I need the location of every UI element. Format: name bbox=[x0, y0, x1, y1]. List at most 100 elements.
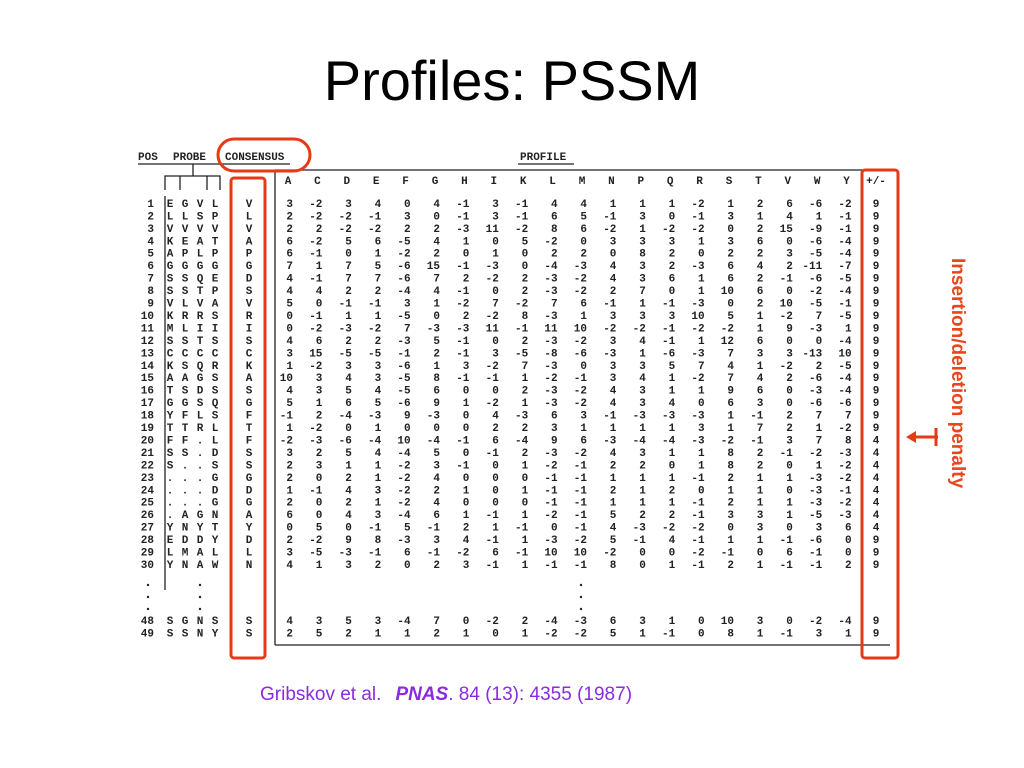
score: 3 bbox=[786, 348, 793, 360]
score: 2 bbox=[522, 448, 529, 460]
score: 7 bbox=[816, 435, 823, 447]
row-pos: 5 bbox=[147, 249, 154, 261]
score: 1 bbox=[698, 460, 705, 472]
probe-residue: N bbox=[197, 616, 204, 628]
score: 1 bbox=[433, 361, 440, 373]
score: 1 bbox=[698, 236, 705, 248]
probe-residue: Y bbox=[167, 411, 174, 423]
score: -2 bbox=[515, 224, 528, 236]
score: -2 bbox=[309, 236, 322, 248]
score: -2 bbox=[544, 460, 557, 472]
score: 0 bbox=[845, 535, 852, 547]
score: 10 bbox=[838, 348, 851, 360]
score: 3 bbox=[786, 435, 793, 447]
score: -5 bbox=[309, 548, 323, 560]
score: 1 bbox=[375, 473, 382, 485]
score: 0 bbox=[492, 485, 499, 497]
score: -1 bbox=[309, 311, 323, 323]
score: 1 bbox=[669, 473, 676, 485]
score: 2 bbox=[375, 560, 382, 572]
score: 3 bbox=[669, 311, 676, 323]
score: 9 bbox=[433, 398, 440, 410]
header-profile: PROFILE bbox=[520, 152, 567, 164]
score: -1 bbox=[780, 628, 794, 640]
score: 1 bbox=[669, 423, 676, 435]
score: 7 bbox=[698, 361, 705, 373]
probe-residue: . bbox=[197, 473, 204, 485]
probe-residue: S bbox=[182, 448, 189, 460]
score: -1 bbox=[662, 336, 676, 348]
score: -1 bbox=[515, 523, 529, 535]
penalty: 4 bbox=[873, 485, 880, 497]
score: 3 bbox=[786, 249, 793, 261]
row-pos: 16 bbox=[141, 386, 154, 398]
score: -5 bbox=[397, 373, 411, 385]
score: 1 bbox=[757, 498, 764, 510]
probe-residue: V bbox=[167, 224, 174, 236]
consensus-residue: F bbox=[246, 411, 253, 423]
score: -1 bbox=[750, 411, 764, 423]
score: -3 bbox=[691, 299, 705, 311]
score: 1 bbox=[639, 423, 646, 435]
probe-residue: V bbox=[167, 299, 174, 311]
score: 0 bbox=[845, 548, 852, 560]
consensus-residue: A bbox=[246, 236, 253, 248]
score: -2 bbox=[809, 448, 822, 460]
probe-residue: S bbox=[167, 286, 174, 298]
score: 5 bbox=[286, 398, 293, 410]
probe-residue: I bbox=[212, 323, 219, 335]
score: -2 bbox=[544, 628, 557, 640]
row-pos: 12 bbox=[141, 336, 154, 348]
score: 0 bbox=[433, 211, 440, 223]
score: -4 bbox=[838, 236, 852, 248]
header-probe: PROBE bbox=[173, 152, 206, 164]
score: 8 bbox=[845, 435, 852, 447]
probe-residue: L bbox=[212, 548, 219, 560]
score: 1 bbox=[757, 560, 764, 572]
probe-residue: . bbox=[197, 448, 204, 460]
score: 2 bbox=[433, 560, 440, 572]
score: 5 bbox=[345, 616, 352, 628]
probe-residue: P bbox=[212, 286, 219, 298]
score: 2 bbox=[757, 249, 764, 261]
score: -6 bbox=[397, 274, 410, 286]
score: 2 bbox=[522, 616, 529, 628]
score: 5 bbox=[727, 311, 734, 323]
score: 0 bbox=[492, 460, 499, 472]
probe-residue: S bbox=[167, 628, 174, 640]
score: 0 bbox=[786, 460, 793, 472]
score: 5 bbox=[433, 448, 440, 460]
score: 0 bbox=[551, 523, 558, 535]
penalty: 9 bbox=[873, 560, 880, 572]
consensus-residue: G bbox=[246, 473, 253, 485]
consensus-residue: S bbox=[246, 336, 253, 348]
score: 1 bbox=[727, 485, 734, 497]
score: -2 bbox=[309, 211, 322, 223]
row-pos: 19 bbox=[141, 423, 154, 435]
score: 1 bbox=[375, 311, 382, 323]
score: 4 bbox=[433, 286, 440, 298]
score: 8 bbox=[727, 460, 734, 472]
column-header: +/- bbox=[866, 176, 886, 188]
score: 0 bbox=[404, 423, 411, 435]
score: -1 bbox=[456, 336, 470, 348]
row-pos: 8 bbox=[147, 286, 154, 298]
score: 0 bbox=[404, 199, 411, 211]
row-pos: 18 bbox=[141, 411, 155, 423]
score: 2 bbox=[433, 485, 440, 497]
score: 9 bbox=[551, 435, 558, 447]
score: 3 bbox=[727, 211, 734, 223]
score: 2 bbox=[610, 286, 617, 298]
row-pos: 21 bbox=[141, 448, 155, 460]
score: 1 bbox=[375, 423, 382, 435]
score: 0 bbox=[816, 336, 823, 348]
score: -9 bbox=[809, 224, 822, 236]
score: 1 bbox=[698, 448, 705, 460]
score: 2 bbox=[286, 473, 293, 485]
score: 1 bbox=[698, 286, 705, 298]
probe-residue: R bbox=[197, 311, 204, 323]
probe-residue: A bbox=[182, 373, 189, 385]
column-header: F bbox=[402, 176, 409, 188]
column-header: N bbox=[608, 176, 615, 188]
score: -11 bbox=[802, 261, 822, 273]
